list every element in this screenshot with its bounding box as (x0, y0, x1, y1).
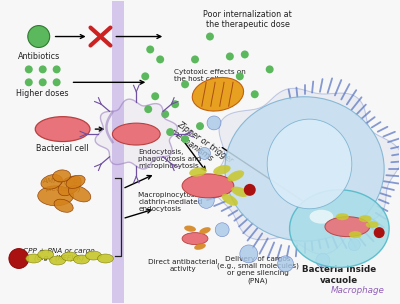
Ellipse shape (184, 226, 196, 232)
Ellipse shape (86, 251, 102, 260)
Ellipse shape (225, 97, 384, 241)
Text: CPP + PNA or cargo
(e.g., (KFF)₃K): CPP + PNA or cargo (e.g., (KFF)₃K) (23, 247, 94, 261)
Text: Endocytosis,
phagocytosis and
micropinocytosis: Endocytosis, phagocytosis and micropinoc… (138, 149, 202, 169)
Text: Poor internalization at
the therapeutic dose: Poor internalization at the therapeutic … (204, 10, 292, 29)
Polygon shape (95, 99, 178, 169)
Circle shape (28, 26, 50, 47)
Ellipse shape (66, 175, 85, 188)
Circle shape (156, 55, 164, 64)
Text: Bacterial cell: Bacterial cell (36, 144, 89, 153)
Circle shape (348, 239, 360, 251)
Text: Macropinocytosis and
clathrin-mediated
endocytosis: Macropinocytosis and clathrin-mediated e… (138, 192, 216, 212)
Ellipse shape (41, 174, 62, 189)
Circle shape (196, 122, 204, 130)
Ellipse shape (58, 176, 81, 196)
Ellipse shape (213, 165, 231, 175)
Text: Antibiotics: Antibiotics (18, 53, 60, 61)
Circle shape (171, 100, 179, 108)
Circle shape (53, 78, 61, 86)
Ellipse shape (359, 215, 372, 222)
Circle shape (244, 184, 256, 196)
Circle shape (166, 128, 174, 136)
Ellipse shape (74, 255, 90, 264)
Ellipse shape (349, 231, 362, 238)
Ellipse shape (38, 186, 74, 206)
Circle shape (181, 135, 189, 143)
Ellipse shape (26, 254, 42, 263)
Ellipse shape (54, 199, 73, 212)
Circle shape (39, 78, 47, 86)
Ellipse shape (222, 194, 238, 206)
Ellipse shape (267, 119, 352, 209)
Bar (112, 1, 124, 303)
Text: Cytotoxic effects on
the host cell: Cytotoxic effects on the host cell (174, 69, 246, 82)
Ellipse shape (290, 190, 389, 268)
Ellipse shape (366, 221, 379, 228)
Text: Direct antibacterial
activity: Direct antibacterial activity (148, 258, 218, 271)
Ellipse shape (62, 252, 78, 261)
Circle shape (39, 65, 47, 73)
Circle shape (215, 223, 229, 237)
Ellipse shape (310, 210, 333, 224)
Ellipse shape (182, 174, 234, 198)
Ellipse shape (53, 170, 70, 182)
Ellipse shape (325, 217, 370, 237)
Ellipse shape (98, 254, 113, 263)
Text: Bacteria inside
vacuole: Bacteria inside vacuole (302, 265, 376, 285)
Circle shape (251, 90, 259, 98)
Circle shape (25, 65, 33, 73)
Text: AMPs (e.g.,
plectasin): AMPs (e.g., plectasin) (42, 178, 83, 192)
Circle shape (278, 256, 294, 272)
Circle shape (191, 55, 199, 64)
Text: Delivery of cargos
(e.g., small molecules)
or gene silencing
(PNA): Delivery of cargos (e.g., small molecule… (217, 256, 299, 284)
Circle shape (9, 249, 29, 268)
Ellipse shape (192, 78, 244, 111)
Circle shape (161, 110, 169, 118)
Polygon shape (213, 88, 400, 254)
Circle shape (241, 50, 249, 58)
Circle shape (53, 65, 61, 73)
Circle shape (240, 245, 258, 263)
Ellipse shape (68, 186, 91, 202)
Circle shape (181, 80, 189, 88)
Circle shape (266, 65, 274, 73)
Ellipse shape (231, 187, 248, 197)
Ellipse shape (50, 256, 66, 265)
Circle shape (226, 53, 234, 60)
Circle shape (236, 72, 244, 80)
Ellipse shape (336, 213, 349, 220)
Ellipse shape (182, 233, 208, 245)
Ellipse shape (199, 227, 211, 234)
Ellipse shape (194, 243, 206, 250)
Circle shape (206, 33, 214, 40)
Circle shape (198, 192, 214, 208)
Circle shape (146, 46, 154, 54)
Ellipse shape (35, 117, 90, 142)
Circle shape (198, 147, 210, 159)
Circle shape (141, 72, 149, 80)
Ellipse shape (112, 123, 160, 145)
Circle shape (25, 78, 33, 86)
Circle shape (151, 92, 159, 100)
Text: Zipper or trigger
mechanisms: Zipper or trigger mechanisms (169, 119, 234, 173)
Text: Higher doses: Higher doses (16, 89, 69, 98)
Circle shape (316, 254, 330, 267)
Text: Macrophage: Macrophage (330, 286, 384, 295)
Circle shape (144, 105, 152, 113)
Circle shape (374, 227, 385, 238)
Circle shape (207, 116, 221, 130)
Ellipse shape (38, 250, 54, 259)
Ellipse shape (189, 167, 207, 177)
Ellipse shape (228, 170, 244, 181)
